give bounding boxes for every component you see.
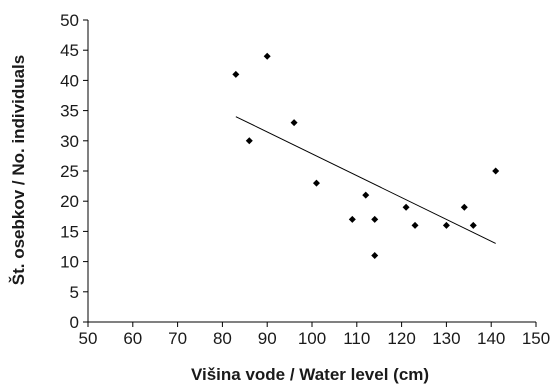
data-point: [460, 203, 468, 211]
x-tick-label: 110: [343, 329, 370, 348]
data-point: [290, 119, 298, 127]
data-point: [362, 191, 370, 199]
x-tick-label: 80: [213, 329, 232, 348]
y-tick-label: 15: [60, 222, 79, 241]
x-tick-label: 90: [258, 329, 277, 348]
data-point: [312, 179, 320, 187]
y-tick-label: 5: [70, 283, 79, 302]
x-tick-label: 100: [298, 329, 326, 348]
data-point: [371, 215, 379, 223]
x-tick-label: 120: [387, 329, 415, 348]
y-tick-label: 50: [60, 11, 79, 30]
data-point: [492, 167, 500, 175]
data-point: [402, 203, 410, 211]
x-tick-label: 50: [79, 329, 98, 348]
y-tick-label: 25: [60, 162, 79, 181]
y-tick-label: 45: [60, 41, 79, 60]
data-point: [232, 70, 240, 78]
data-point: [411, 221, 419, 229]
y-tick-label: 10: [60, 253, 79, 272]
y-tick-label: 20: [60, 192, 79, 211]
y-tick-label: 30: [60, 132, 79, 151]
y-tick-label: 35: [60, 102, 79, 121]
x-tick-label: 150: [522, 329, 550, 348]
data-points: [232, 52, 500, 260]
y-tick-label: 0: [70, 313, 79, 332]
data-point: [469, 221, 477, 229]
data-point: [245, 137, 253, 145]
trendline: [235, 116, 496, 244]
x-tick-label: 60: [123, 329, 142, 348]
data-point: [263, 52, 271, 60]
x-axis-title: Višina vode / Water level (cm): [191, 365, 429, 384]
y-tick-label: 40: [60, 71, 79, 90]
x-tick-label: 140: [477, 329, 505, 348]
data-point: [371, 252, 379, 260]
data-point: [442, 221, 450, 229]
x-tick-label: 70: [168, 329, 187, 348]
data-point: [348, 215, 356, 223]
y-axis-ticks: 0 5 10 15 20 25 30 35 40 45 50: [60, 11, 88, 332]
y-axis-title: Št. osebkov / No. individuals: [9, 55, 28, 286]
x-tick-label: 130: [432, 329, 460, 348]
x-axis-ticks: 50 60 70 80 90 100 110 120 130 140 150: [79, 322, 550, 348]
